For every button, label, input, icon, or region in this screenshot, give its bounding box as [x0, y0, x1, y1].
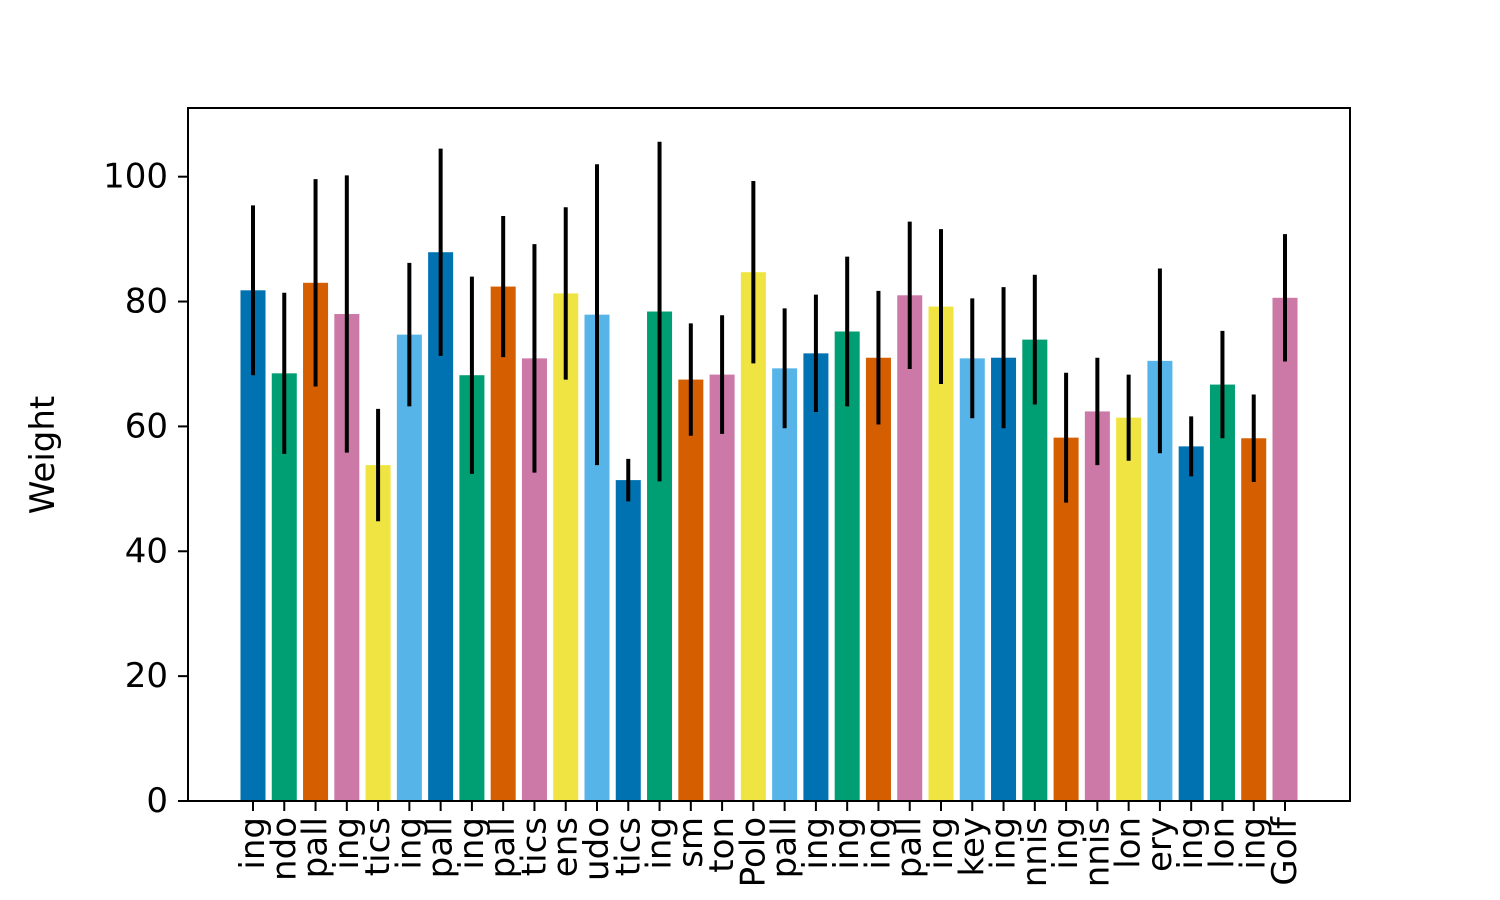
bar — [1178, 446, 1204, 801]
x-tick-label: ton — [702, 817, 742, 873]
y-axis-title: Weight — [23, 396, 63, 514]
x-tick-label: ens — [546, 817, 586, 877]
x-tick-label: nnis — [1015, 817, 1055, 887]
error-bars-group — [251, 141, 1287, 522]
bar — [991, 357, 1017, 801]
x-tick-label: pall — [296, 817, 336, 878]
x-axis: ingndopallingticsingpallingpallticsensud… — [233, 801, 1305, 887]
x-tick-label: ing — [921, 817, 961, 870]
bar — [490, 286, 516, 801]
bar — [709, 374, 735, 801]
y-tick-label: 40 — [125, 531, 168, 571]
x-tick-label: lon — [1109, 817, 1149, 869]
x-tick-label: pall — [421, 817, 461, 878]
x-tick-label: lon — [1202, 817, 1242, 869]
x-tick-label: tics — [514, 817, 554, 876]
x-tick-label: ing — [858, 817, 898, 870]
bar — [615, 480, 641, 801]
bar — [897, 295, 923, 801]
y-axis: 0 20 40 60 80 100 — [103, 157, 188, 821]
x-tick-label: udo — [577, 817, 617, 881]
x-tick-label: nnis — [1077, 817, 1117, 887]
x-tick-label: sm — [671, 817, 711, 868]
bar — [928, 306, 954, 801]
bar — [1022, 339, 1048, 801]
x-tick-label: ing — [1234, 817, 1274, 870]
x-tick-label: ing — [327, 817, 367, 870]
bar — [1116, 417, 1142, 801]
x-tick-label: Polo — [733, 817, 773, 887]
bar — [803, 353, 829, 801]
bar — [959, 358, 985, 801]
x-tick-label: Golf — [1265, 816, 1305, 886]
bar — [1272, 297, 1298, 801]
y-tick-label: 0 — [146, 781, 168, 821]
bar — [865, 357, 891, 801]
bar — [678, 379, 704, 801]
x-tick-label: ing — [984, 817, 1024, 870]
y-tick-label: 80 — [125, 282, 168, 322]
plot-frame — [187, 107, 1351, 802]
x-tick-label: pall — [483, 817, 523, 878]
bar — [1084, 411, 1110, 801]
y-tick-label: 60 — [125, 406, 168, 446]
y-tick-label: 100 — [103, 157, 168, 197]
x-tick-label: ing — [827, 817, 867, 870]
bar — [1241, 438, 1267, 801]
x-tick-label: ing — [796, 817, 836, 870]
bar — [772, 368, 798, 801]
x-tick-label: ing — [1171, 817, 1211, 870]
x-tick-label: ing — [233, 817, 273, 870]
x-tick-label: ing — [452, 817, 492, 870]
bar — [1209, 384, 1235, 801]
x-tick-label: ery — [1140, 817, 1180, 872]
x-tick-label: tics — [358, 817, 398, 876]
y-tick-label: 20 — [125, 656, 168, 696]
x-tick-label: ndo — [264, 817, 304, 881]
x-tick-label: ing — [389, 817, 429, 870]
bar — [396, 334, 422, 801]
x-tick-label: key — [952, 817, 992, 877]
x-tick-label: pall — [890, 817, 930, 878]
x-tick-label: tics — [608, 817, 648, 876]
x-tick-label: pall — [765, 817, 805, 878]
bar — [240, 290, 266, 801]
bars-group — [240, 252, 1298, 802]
x-tick-label: ing — [1046, 817, 1086, 870]
x-tick-label: ing — [640, 817, 680, 870]
bar — [834, 331, 860, 801]
